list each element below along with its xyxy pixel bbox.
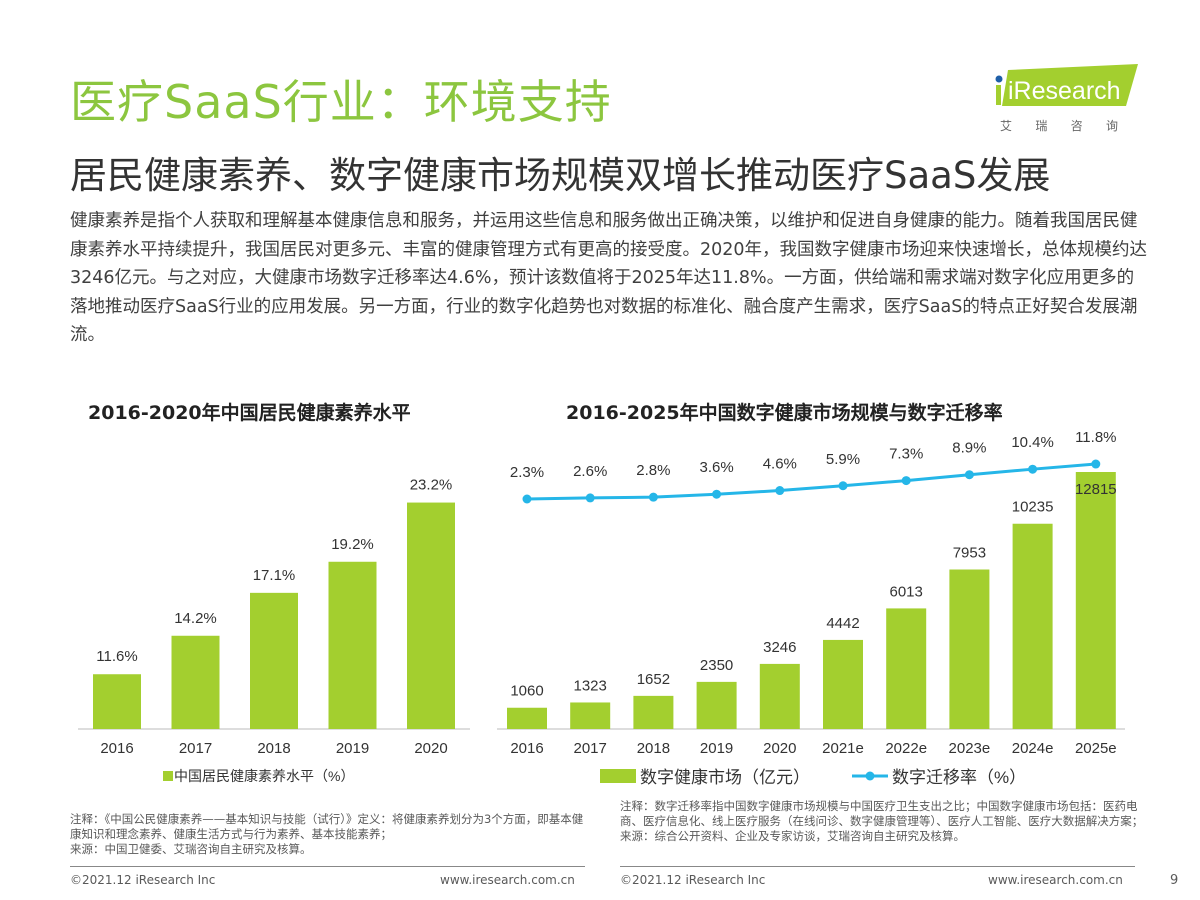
page-subtitle: 居民健康素养、数字健康市场规模双增长推动医疗SaaS发展 <box>70 154 1051 197</box>
x-tick-label: 2022e <box>885 740 927 757</box>
bar <box>1075 472 1116 729</box>
right-notes: 注释：数字迁移率指中国数字健康市场规模与中国医疗卫生支出之比；中国数字健康市场包… <box>620 799 1160 844</box>
x-tick-label: 2019 <box>336 740 369 757</box>
page-number: 9 <box>1170 873 1179 888</box>
legend-label-bar: 数字健康市场（亿元） <box>640 768 810 787</box>
data-label: 17.1% <box>253 567 296 584</box>
legend-label-line: 数字迁移率（%） <box>892 768 1026 787</box>
left-note: 注释：《中国公民健康素养——基本知识与技能（试行）》定义：将健康素养划分为3个方… <box>70 812 584 841</box>
data-label: 1652 <box>637 671 670 688</box>
data-label: 1060 <box>510 683 543 700</box>
rate-point <box>1028 464 1038 474</box>
bar <box>823 639 863 729</box>
x-tick-label: 2017 <box>574 740 607 757</box>
data-label: 14.2% <box>174 610 217 627</box>
website-link[interactable]: www.iresearch.com.cn <box>988 873 1123 887</box>
rate-label: 4.6% <box>763 456 797 473</box>
iresearch-logo: iResearch 艾 瑞 咨 询 <box>990 62 1140 134</box>
rate-point <box>712 489 722 499</box>
x-tick-label: 2019 <box>700 740 733 757</box>
data-label: 7953 <box>953 545 986 562</box>
left-source: 来源：中国卫健委、艾瑞咨询自主研究及核算。 <box>70 842 312 856</box>
rate-label: 5.9% <box>826 451 860 468</box>
data-label: 11.6% <box>96 648 137 665</box>
rate-point <box>1091 459 1101 469</box>
divider <box>70 866 585 867</box>
x-tick-label: 2020 <box>414 740 447 757</box>
right-note: 注释：数字迁移率指中国数字健康市场规模与中国医疗卫生支出之比；中国数字健康市场包… <box>620 799 1144 828</box>
legend-label: 中国居民健康素养水平（%） <box>174 768 354 784</box>
bar <box>696 681 737 729</box>
charts: 11.6% 2016 14.2% 2017 17.1% 2018 19.2% 2019 23.2… <box>78 429 1125 787</box>
bar <box>171 635 220 729</box>
data-label: 23.2% <box>410 477 453 494</box>
bar <box>93 674 141 729</box>
data-label: 12815 <box>1075 481 1117 498</box>
bar <box>250 592 298 729</box>
rate-label: 8.9% <box>952 440 986 457</box>
rate-point <box>585 493 595 503</box>
logo-subtext: 艾 瑞 咨 询 <box>1000 118 1128 133</box>
x-tick-label: 2021e <box>822 740 864 757</box>
right-source: 来源：综合公开资料、企业及专家访谈，艾瑞咨询自主研究及核算。 <box>620 829 965 843</box>
rate-point <box>648 492 658 502</box>
data-label: 1323 <box>574 677 607 694</box>
bar <box>1012 523 1053 729</box>
left-chart-title: 2016-2020年中国居民健康素养水平 <box>88 402 411 424</box>
rate-label: 2.6% <box>573 463 607 480</box>
bar <box>886 608 927 729</box>
data-label: 10235 <box>1012 499 1054 516</box>
bar <box>633 695 674 729</box>
bar <box>328 561 377 729</box>
bar <box>407 502 455 729</box>
legend-swatch-point <box>865 771 875 781</box>
intro-paragraph: 健康素养是指个人获取和理解基本健康信息和服务，并运用这些信息和服务做出正确决策，… <box>70 211 1148 345</box>
website-link[interactable]: www.iresearch.com.cn <box>440 873 575 887</box>
bar <box>507 707 547 729</box>
x-tick-label: 2023e <box>949 740 991 757</box>
rate-point <box>838 481 848 491</box>
rate-point <box>901 476 911 486</box>
bar <box>570 702 611 729</box>
x-tick-label: 2020 <box>763 740 796 757</box>
x-tick-label: 2016 <box>510 740 543 757</box>
x-tick-label: 2018 <box>637 740 670 757</box>
x-tick-label: 2018 <box>257 740 290 757</box>
rate-label: 2.8% <box>636 462 670 479</box>
rate-label: 11.8% <box>1075 429 1116 446</box>
rate-point <box>775 486 785 496</box>
right-chart-title: 2016-2025年中国数字健康市场规模与数字迁移率 <box>566 402 1003 424</box>
logo-text: iResearch <box>1008 77 1121 105</box>
rate-label: 3.6% <box>699 459 733 476</box>
legend-swatch <box>163 771 173 781</box>
bar <box>949 569 990 729</box>
rate-label: 2.3% <box>510 464 544 481</box>
rate-point <box>522 494 532 504</box>
data-label: 2350 <box>700 657 733 674</box>
x-tick-label: 2016 <box>100 740 133 757</box>
divider <box>620 866 1135 867</box>
bar <box>759 663 800 729</box>
rate-label: 10.4% <box>1011 434 1054 451</box>
left-notes: 注释：《中国公民健康素养——基本知识与技能（试行）》定义：将健康素养划分为3个方… <box>70 812 590 857</box>
data-label: 4442 <box>826 615 859 632</box>
rate-line <box>526 462 1096 501</box>
copyright: ©2021.12 iResearch Inc <box>70 873 216 887</box>
x-tick-label: 2024e <box>1012 740 1054 757</box>
data-label: 19.2% <box>331 536 374 553</box>
x-tick-label: 2025e <box>1075 740 1117 757</box>
data-label: 6013 <box>890 583 923 600</box>
copyright: ©2021.12 iResearch Inc <box>620 873 766 887</box>
x-tick-label: 2017 <box>179 740 212 757</box>
rate-label: 7.3% <box>889 446 923 463</box>
rate-point <box>964 470 974 480</box>
legend-swatch-bar <box>600 769 636 783</box>
page-title: 医疗SaaS行业：环境支持 <box>70 75 612 129</box>
data-label: 3246 <box>763 639 796 656</box>
